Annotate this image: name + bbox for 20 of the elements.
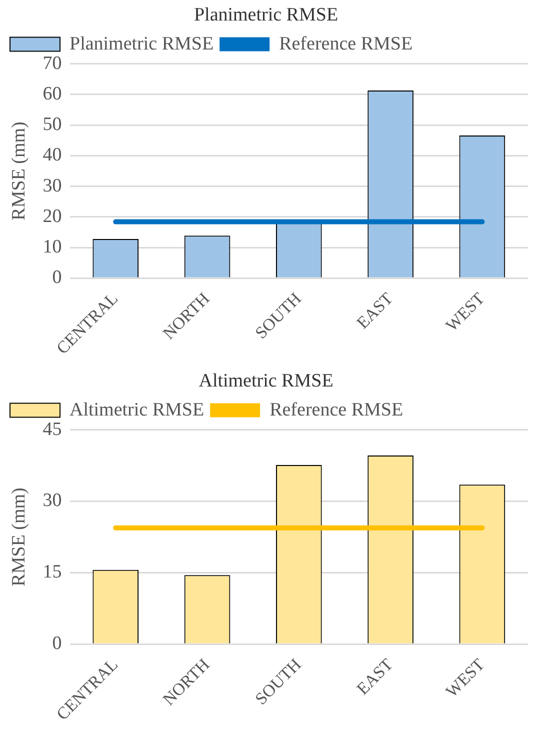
chart-title: Altimetric RMSE [198, 370, 334, 392]
y-tick-label: 0 [52, 267, 62, 288]
y-tick-label: 20 [42, 206, 62, 227]
y-tick-label: 45 [42, 418, 62, 440]
y-tick-label: 30 [42, 490, 62, 512]
legend-label: Reference RMSE [279, 33, 413, 54]
y-tick-label: 0 [52, 633, 62, 654]
y-axis-title: RMSE (mm) [8, 122, 30, 220]
y-tick-label: 60 [42, 83, 62, 104]
legend-label: Planimetric RMSE [70, 33, 214, 54]
legend-label: Reference RMSE [270, 399, 404, 420]
y-tick-label: 70 [42, 52, 62, 74]
y-tick-label: 30 [42, 175, 62, 196]
y-tick-label: 15 [42, 562, 62, 583]
y-tick-label: 50 [42, 114, 62, 136]
legend-label: Altimetric RMSE [70, 399, 204, 420]
y-axis-title: RMSE (mm) [8, 488, 30, 586]
chart-title: Planimetric RMSE [194, 4, 338, 26]
y-tick-label: 40 [42, 144, 62, 166]
y-tick-label: 10 [42, 236, 62, 258]
